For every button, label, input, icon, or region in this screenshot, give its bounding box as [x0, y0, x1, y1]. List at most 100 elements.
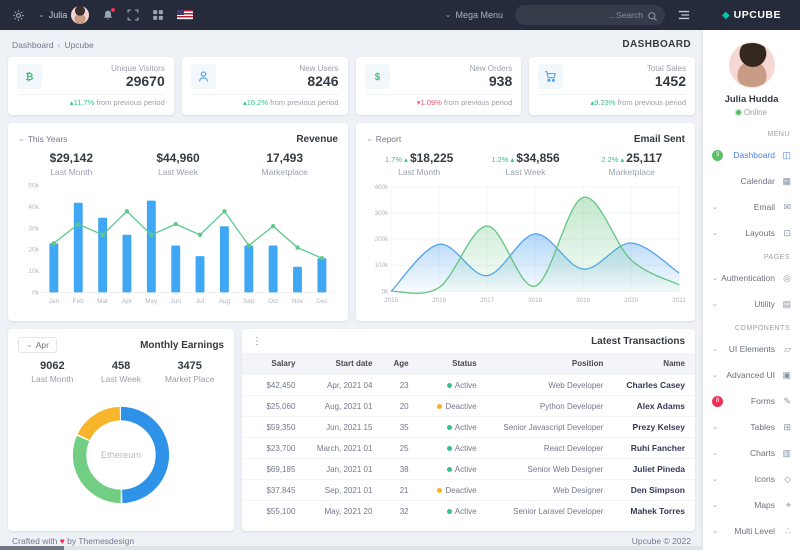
sidebar-item-multi-level[interactable]: ⌄ Multi Level ∴	[703, 518, 800, 544]
sidebar-item-charts[interactable]: ⌄ Charts ▥	[703, 440, 800, 466]
monthly-earnings-title: Monthly Earnings	[140, 339, 224, 351]
breadcrumb-row: Dashboard ‹ Upcube DASHBOARD	[0, 30, 703, 57]
sidebar-item-advanced-ui[interactable]: ⌄ Advanced UI ▣	[703, 362, 800, 388]
search-icon[interactable]	[647, 9, 658, 27]
email-sent-title: Email Sent	[633, 133, 685, 145]
table-row[interactable]: $23,700 March, 2021 01 25 Active React Devel…	[242, 437, 695, 459]
cell-name: Alex Adams	[613, 395, 695, 417]
cell-salary: $25,060	[242, 395, 306, 417]
table-row[interactable]: $25,060 Aug, 2021 01 20 Deactive Python Deve…	[242, 395, 695, 417]
cell-position: Python Developer	[486, 395, 614, 417]
sidebar-item-maps[interactable]: ⌄ Maps ⌖	[703, 492, 800, 518]
cell-name: Juliet Pineda	[613, 458, 695, 480]
brand-logo[interactable]: ◆ UPCUBE	[703, 0, 800, 30]
menu-toggle-icon[interactable]	[677, 9, 691, 21]
stat-label: New Users	[299, 64, 339, 73]
earnings-stat: 3475 Market Place	[164, 360, 215, 384]
table-row[interactable]: $55,100 May, 2021 20 32 Active Senior Larave…	[242, 500, 695, 521]
email-stat: 1.2% ▴ $34,856 Last Week	[491, 151, 560, 177]
cell-position: Senior Laravel Developer	[486, 500, 614, 521]
revenue-card: ⌄ This Years Revenue $29,142 Last Month …	[8, 123, 348, 321]
cell-name: Prezy Kelsey	[613, 416, 695, 438]
column-header: Start date	[305, 353, 383, 375]
chevron-down-icon: ⌄	[444, 10, 452, 19]
breadcrumb-item-dashboard[interactable]: Dashboard	[12, 39, 54, 50]
profile-avatar[interactable]	[728, 42, 775, 88]
svg-text:0k: 0k	[32, 289, 40, 296]
svg-text:200k: 200k	[375, 236, 389, 243]
table-row[interactable]: $69,185 Jan, 2021 01 38 Active Senior Web De…	[242, 458, 695, 480]
sidebar-item-tables[interactable]: ⌄ Tables ⊞	[703, 414, 800, 440]
apps-grid-icon[interactable]	[152, 9, 164, 21]
column-header: Name	[613, 353, 695, 375]
svg-text:Nov: Nov	[292, 298, 304, 305]
status-dot-icon	[446, 382, 452, 388]
stat-delta: ▾1.09% from previous period	[364, 94, 513, 107]
search-input[interactable]	[515, 5, 665, 25]
svg-text:Jul: Jul	[196, 298, 204, 305]
table-row[interactable]: $42,450 Apr, 2021 04 23 Active Web Developer…	[242, 374, 695, 396]
sidebar-item-layouts[interactable]: ⌄ Layouts ⊡	[703, 220, 800, 246]
online-status: Online	[703, 108, 800, 117]
notifications-bell-icon[interactable]	[102, 7, 116, 22]
cell-status: Active	[418, 500, 487, 521]
page-title: DASHBOARD	[622, 39, 691, 50]
logo-text: UPCUBE	[733, 9, 782, 21]
chevron-down-icon: ⌄	[712, 476, 718, 483]
revenue-stat: $29,142 Last Month	[49, 151, 94, 177]
menu-badge: 8	[712, 395, 723, 407]
earnings-stat: 458 Last Week	[101, 360, 142, 384]
footer-credit: Crafted with ♥ by Themesdesign	[12, 535, 135, 546]
cell-age: 23	[382, 374, 419, 396]
sidebar-item-dashboard[interactable]: 3 Dashboard ◫	[703, 142, 800, 168]
revenue-period-dropdown[interactable]: ⌄ This Years	[18, 134, 68, 144]
cell-salary: $23,700	[242, 437, 306, 459]
sidebar-item-ui-elements[interactable]: ⌄ UI Elements ▱	[703, 336, 800, 362]
user-menu[interactable]: ⌄ Julia	[38, 6, 90, 24]
svg-text:Ethereum: Ethereum	[101, 450, 142, 460]
horizontal-scrollbar[interactable]	[0, 546, 703, 550]
sidebar-item-utility[interactable]: ⌄ Utility ▤	[703, 291, 800, 317]
status-dot-icon	[446, 466, 452, 472]
settings-gear-icon[interactable]	[12, 9, 25, 22]
topbar-right: ⌄ Mega Menu ◆ UPCUBE	[445, 0, 800, 30]
table-row[interactable]: $59,350 Jun, 2021 15 35 Active Senior Javasc…	[242, 416, 695, 438]
cell-start-date: Jun, 2021 15	[305, 416, 383, 438]
authentication-icon: ◎	[783, 272, 791, 283]
cell-position: Senior Web Designer	[486, 458, 614, 480]
chevron-down-icon: ⌄	[712, 301, 718, 308]
sidebar-item-authentication[interactable]: ⌄ Authentication ◎	[703, 265, 800, 291]
tables-icon: ⊞	[783, 421, 791, 432]
svg-text:2017: 2017	[480, 297, 494, 304]
stat-value: 938	[488, 73, 513, 89]
stat-delta: ▴11.7% from previous period	[17, 94, 165, 107]
language-flag-us[interactable]	[177, 10, 194, 20]
sidebar-item-calendar[interactable]: Calendar ▦	[703, 168, 800, 194]
sidebar-item-label: Layouts	[745, 228, 775, 238]
sidebar-item-forms[interactable]: 8 Forms ✎	[703, 388, 800, 414]
sidebar-item-email[interactable]: ⌄ Email ✉	[703, 194, 800, 220]
chevron-down-icon: ⌄	[712, 230, 718, 237]
cell-age: 25	[382, 437, 419, 459]
cell-start-date: Aug, 2021 01	[305, 395, 383, 417]
fullscreen-icon[interactable]	[127, 9, 139, 21]
email-report-dropdown[interactable]: ⌄ Report	[366, 134, 402, 144]
chevron-down-icon: ⌄	[712, 204, 718, 211]
svg-text:30k: 30k	[28, 225, 39, 232]
month-dropdown-button[interactable]: ⌄ Apr	[18, 337, 57, 353]
sidebar-item-label: Email	[753, 202, 775, 212]
sidebar-menu: MENU 3 Dashboard ◫ Calendar ▦ ⌄ Email ✉ ⌄ Layouts ⊡…	[703, 123, 800, 544]
mega-menu[interactable]: ⌄ Mega Menu	[445, 10, 503, 20]
sidebar-item-icons[interactable]: ⌄ Icons ◇	[703, 466, 800, 492]
scrollbar-thumb[interactable]	[0, 546, 64, 550]
sidebar-item-label: Utility	[754, 299, 775, 309]
svg-text:Mar: Mar	[97, 298, 109, 305]
status-dot-icon	[446, 445, 452, 451]
table-row[interactable]: $37,845 Sep, 2021 01 21 Deactive Web Designe…	[242, 479, 695, 501]
kebab-menu-icon[interactable]: ⋮	[252, 336, 262, 347]
cell-name: Den Simpson	[613, 479, 695, 501]
chevron-down-icon: ⌄	[18, 134, 25, 143]
svg-text:Jan: Jan	[49, 298, 60, 305]
svg-text:Feb: Feb	[73, 298, 84, 305]
svg-text:2021: 2021	[672, 297, 685, 304]
